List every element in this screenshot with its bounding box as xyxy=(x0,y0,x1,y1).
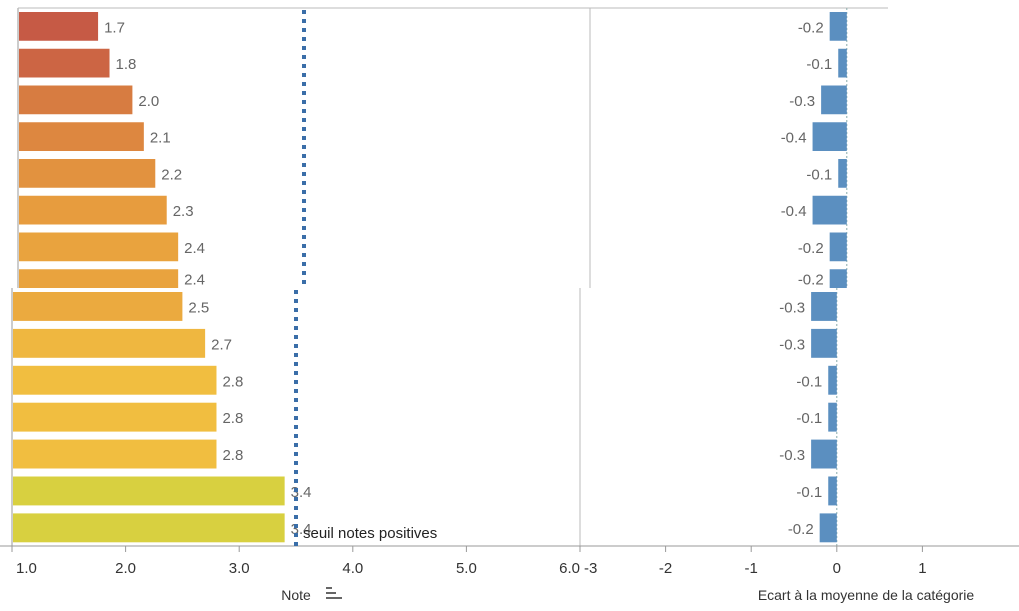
note-value-label: 2.5 xyxy=(188,299,209,316)
ecart-value-label: -0.4 xyxy=(781,203,807,220)
threshold-lines-group xyxy=(294,10,306,546)
note-bar[interactable] xyxy=(19,12,99,41)
ecart-x-tick-label: 0 xyxy=(833,560,841,577)
ecart-value-label: -0.3 xyxy=(789,93,815,110)
note-value-label: 2.8 xyxy=(222,447,243,464)
note-bar[interactable] xyxy=(13,292,183,321)
note-bar[interactable] xyxy=(13,476,285,506)
ecart-value-label: -0.3 xyxy=(779,447,805,464)
note-value-label: 1.8 xyxy=(116,56,137,73)
note-bar[interactable] xyxy=(19,195,167,225)
ecart-x-tick-label: -3 xyxy=(584,560,597,577)
ecart-bar[interactable] xyxy=(812,195,847,225)
threshold-label: seuil notes positives xyxy=(303,525,437,542)
ecart-bar[interactable] xyxy=(812,122,847,151)
note-value-label: 2.8 xyxy=(222,373,243,390)
ecart-value-label: -0.2 xyxy=(788,521,814,538)
note-x-tick-label: 3.0 xyxy=(229,560,250,577)
ecart-bar[interactable] xyxy=(838,159,847,188)
note-x-tick-label: 4.0 xyxy=(342,560,363,577)
ecart-value-label: -0.3 xyxy=(779,336,805,353)
note-bar[interactable] xyxy=(13,365,217,395)
note-bar[interactable] xyxy=(13,439,217,469)
note-axis-title: Note xyxy=(281,587,311,603)
ecart-x-tick-label: -2 xyxy=(659,560,672,577)
note-bar[interactable] xyxy=(19,85,133,115)
note-bar[interactable] xyxy=(13,513,285,543)
ecart-value-label: -0.2 xyxy=(798,19,824,36)
note-bar[interactable] xyxy=(19,269,179,288)
ecart-value-label: -0.4 xyxy=(781,130,807,147)
ecart-bar[interactable] xyxy=(819,513,837,543)
ecart-bars-group: -0.2 -0.1 -0.3 -0.4 -0.1 -0.4 -0.2 -0.2 -0.3 -0.3… xyxy=(779,12,847,543)
note-value-label: 2.7 xyxy=(211,336,232,353)
sort-icon[interactable] xyxy=(326,587,342,599)
note-value-label: 2.1 xyxy=(150,130,171,147)
ecart-value-label: -0.1 xyxy=(796,484,822,501)
ecart-bar[interactable] xyxy=(828,476,837,506)
ecart-axis-group: Ecart à la moyenne de la catégorie xyxy=(758,587,975,603)
ecart-x-tick-label: -1 xyxy=(745,560,758,577)
note-value-label: 2.8 xyxy=(222,410,243,427)
note-bar[interactable] xyxy=(19,159,156,188)
ecart-bar[interactable] xyxy=(811,328,837,358)
ecart-bar[interactable] xyxy=(829,269,847,288)
ecart-bar[interactable] xyxy=(829,12,847,41)
ecart-value-label: -0.3 xyxy=(779,299,805,316)
axes-group: 1.0 2.0 3.0 4.0 5.0 6.0 -3 -2 -1 0 1 xyxy=(0,7,1019,577)
ecart-value-label: -0.2 xyxy=(798,240,824,257)
note-bar[interactable] xyxy=(19,232,179,262)
note-bar[interactable] xyxy=(19,48,110,78)
note-bar[interactable] xyxy=(13,328,206,358)
ecart-value-label: -0.1 xyxy=(806,166,832,183)
ecart-bar[interactable] xyxy=(811,292,837,321)
note-bar[interactable] xyxy=(13,402,217,432)
ecart-bar[interactable] xyxy=(811,439,837,469)
ecart-bar[interactable] xyxy=(828,365,837,395)
note-value-label: 2.4 xyxy=(184,240,205,257)
ecart-bar[interactable] xyxy=(828,402,837,432)
threshold-label-group: seuil notes positives xyxy=(303,525,437,542)
ecart-bar[interactable] xyxy=(821,85,847,115)
note-value-label: 2.0 xyxy=(138,93,159,110)
ecart-axis-title: Ecart à la moyenne de la catégorie xyxy=(758,587,975,603)
note-value-label: 3.4 xyxy=(291,484,312,501)
ecart-value-label: -0.1 xyxy=(796,373,822,390)
note-x-tick-label: 6.0 xyxy=(559,560,580,577)
note-axis-group: Note xyxy=(281,587,342,603)
note-value-label: 1.7 xyxy=(104,19,125,36)
note-x-tick-label: 5.0 xyxy=(456,560,477,577)
note-bar[interactable] xyxy=(19,122,144,151)
ecart-x-tick-label: 1 xyxy=(918,560,926,577)
note-value-label: 2.3 xyxy=(173,203,194,220)
note-bars-group: 1.7 1.8 2.0 2.1 2.2 2.3 2.4 2.4 2.5 2.7 2.8 2.8 2.8 3… xyxy=(13,12,312,543)
note-x-tick-label: 1.0 xyxy=(16,560,37,577)
ecart-bar[interactable] xyxy=(838,48,847,78)
note-value-label: 2.4 xyxy=(184,272,205,289)
note-x-tick-label: 2.0 xyxy=(115,560,136,577)
ecart-value-label: -0.2 xyxy=(798,272,824,289)
ecart-bar[interactable] xyxy=(829,232,847,262)
ecart-value-label: -0.1 xyxy=(806,56,832,73)
ecart-value-label: -0.1 xyxy=(796,410,822,427)
note-value-label: 2.2 xyxy=(161,166,182,183)
